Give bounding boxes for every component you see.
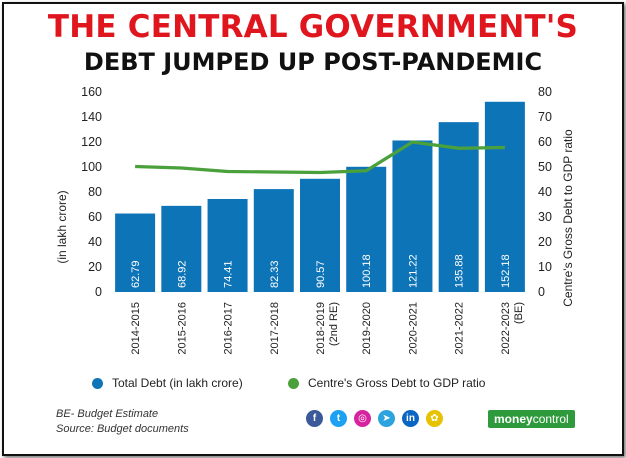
category-label: 2015-2016 <box>176 302 188 355</box>
left-tick-label: 100 <box>81 160 102 174</box>
left-tick-label: 120 <box>81 135 102 149</box>
left-tick-label: 140 <box>81 110 102 124</box>
bar-total-debt <box>392 140 433 292</box>
left-tick-label: 80 <box>88 185 102 199</box>
bar-value-label: 62.79 <box>130 260 142 288</box>
legend-item-total-debt: Total Debt (in lakh crore) <box>92 376 243 390</box>
left-tick-label: 60 <box>88 210 102 224</box>
left-tick-label: 0 <box>95 285 102 299</box>
right-axis-ticks: 0 10 20 30 40 50 60 70 80 <box>538 85 552 299</box>
right-tick-label: 20 <box>538 235 552 249</box>
chart-title-line1: THE CENTRAL GOVERNMENT'S <box>47 9 579 45</box>
left-tick-label: 40 <box>88 235 102 249</box>
bar-value-label: 100.18 <box>361 254 373 288</box>
left-tick-label: 160 <box>81 85 102 99</box>
legend-item-gdp-ratio: Centre's Gross Debt to GDP ratio <box>288 376 485 390</box>
left-axis-title: (in lakh crore) <box>55 190 69 263</box>
category-label: (BE) <box>513 302 525 324</box>
bar-total-debt <box>300 178 340 292</box>
snapchat-icon[interactable]: ✿ <box>426 410 443 427</box>
legend-line-swatch <box>288 377 299 389</box>
category-label: 2014-2015 <box>130 302 142 355</box>
bar-total-debt <box>438 122 479 293</box>
legend-line-label: Centre's Gross Debt to GDP ratio <box>308 376 486 390</box>
right-tick-label: 70 <box>538 110 552 124</box>
right-tick-label: 40 <box>538 185 552 199</box>
bar-total-debt <box>484 101 525 293</box>
moneycontrol-logo: moneycontrol <box>488 410 575 428</box>
bar-total-debt <box>161 205 202 292</box>
right-tick-label: 50 <box>538 160 552 174</box>
category-label: 2016-2017 <box>223 302 235 355</box>
right-tick-label: 60 <box>538 135 552 149</box>
right-tick-label: 10 <box>538 260 552 274</box>
note-source: Source: Budget documents <box>56 423 189 435</box>
right-tick-label: 80 <box>538 85 552 99</box>
category-label: 2021-2022 <box>454 302 466 355</box>
right-tick-label: 30 <box>538 210 552 224</box>
left-axis-ticks: 0 20 40 60 80 100 120 140 160 <box>81 85 102 299</box>
bar-total-debt <box>207 198 248 292</box>
category-label: 2022-2023 <box>500 302 512 355</box>
instagram-icon[interactable]: ◎ <box>354 410 371 427</box>
legend-bar-swatch <box>92 377 103 389</box>
social-icons: f t ◎ ➤ in ✿ <box>306 410 443 427</box>
bar-series <box>115 101 525 293</box>
category-label: 2018-2019 <box>315 302 327 355</box>
twitter-icon[interactable]: t <box>330 410 347 427</box>
bar-value-labels: 62.79 68.92 74.41 82.33 90.57 100.18 121.22 135… <box>130 254 512 288</box>
bar-value-label: 152.18 <box>500 254 512 288</box>
legend-bar-label: Total Debt (in lakh crore) <box>112 376 243 390</box>
footnotes: BE- Budget Estimate Source: Budget docum… <box>56 407 189 437</box>
bar-total-debt <box>253 189 294 292</box>
right-tick-label: 0 <box>538 285 545 299</box>
bar-value-label: 68.92 <box>176 260 188 288</box>
facebook-icon[interactable]: f <box>306 410 323 427</box>
bar-total-debt <box>115 213 156 292</box>
bar-value-label: 135.88 <box>454 254 466 288</box>
category-label: 2019-2020 <box>361 302 373 355</box>
note-be: BE- Budget Estimate <box>56 408 159 420</box>
bar-value-label: 121.22 <box>407 254 419 288</box>
chart-title-line2: DEBT JUMPED UP POST-PANDEMIC <box>83 48 543 76</box>
bar-total-debt <box>346 166 387 292</box>
right-axis-title: Centre's Gross Debt to GDP ratio <box>561 129 575 307</box>
bar-value-label: 82.33 <box>269 260 281 288</box>
left-tick-label: 20 <box>88 260 102 274</box>
category-label: 2020-2021 <box>407 302 419 355</box>
telegram-icon[interactable]: ➤ <box>378 410 395 427</box>
category-label: (2nd RE) <box>328 302 340 346</box>
ratio-line-series <box>135 140 505 175</box>
bar-value-label: 90.57 <box>315 260 327 288</box>
linkedin-icon[interactable]: in <box>402 410 419 427</box>
category-label: 2017-2018 <box>269 302 281 355</box>
bar-value-label: 74.41 <box>223 260 235 288</box>
category-labels: 2014-2015 2015-2016 2016-2017 2017-2018 2018… <box>130 302 525 355</box>
